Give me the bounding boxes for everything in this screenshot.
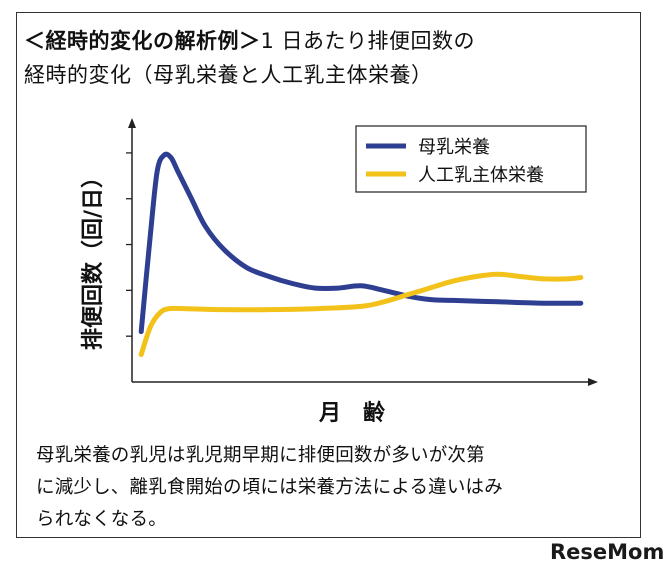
legend-label-formula: 人工乳主体栄養	[418, 165, 544, 186]
series-line-formula	[138, 271, 584, 357]
legend: 母乳栄養 人工乳主体栄養	[355, 125, 587, 193]
caption-line-3: られなくなる。	[36, 509, 167, 530]
legend-label-breastfeeding: 母乳栄養	[418, 137, 490, 158]
y-ticks	[126, 152, 132, 337]
title-line-2: 経時的変化（母乳栄養と人工乳主体栄養）	[24, 63, 433, 87]
title-main: ＜経時的変化の解析例＞	[24, 29, 261, 53]
x-axis-label: 月 齢	[318, 400, 386, 426]
resemom-logo: ReseMom	[550, 540, 665, 564]
title-rest: 1 日あたり排便回数の	[260, 29, 476, 53]
caption: 母乳栄養の乳児は乳児期早期に排便回数が多いが次第 に減少し、離乳食開始の頃には栄…	[36, 440, 636, 536]
series-line-breastfeeding	[138, 151, 584, 335]
caption-line-2: に減少し、離乳食開始の頃には栄養方法による違いはみ	[36, 477, 503, 498]
y-axis-arrow	[128, 118, 136, 128]
title-line-1: ＜経時的変化の解析例＞1 日あたり排便回数の	[24, 24, 636, 58]
y-axis-label: 排便回数（回/日）	[80, 166, 106, 350]
x-axis-arrow	[588, 378, 598, 386]
caption-line-1: 母乳栄養の乳児は乳児期早期に排便回数が多いが次第	[36, 445, 485, 466]
figure-title: ＜経時的変化の解析例＞1 日あたり排便回数の 経時的変化（母乳栄養と人工乳主体栄…	[24, 24, 636, 92]
legend-box	[355, 125, 587, 193]
figure-frame	[16, 12, 641, 538]
